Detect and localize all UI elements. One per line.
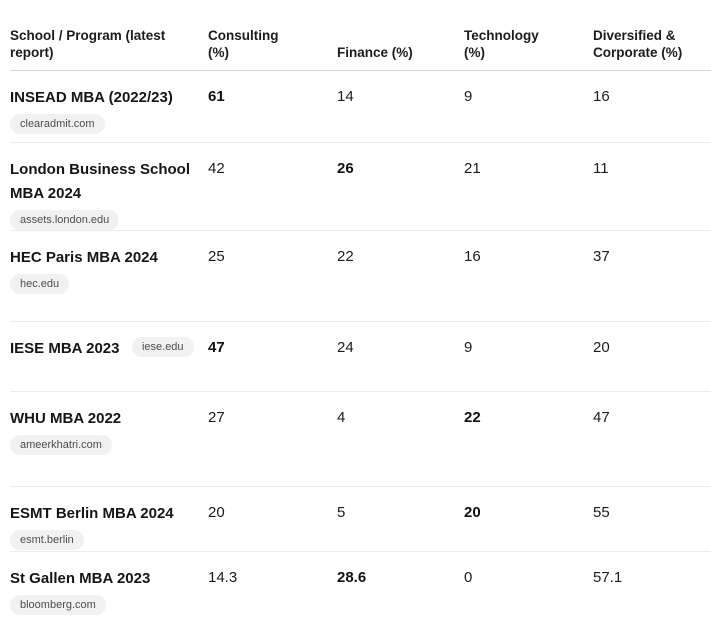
column-header-finance: Finance (%): [337, 45, 464, 62]
table-row: WHU MBA 2022 ameerkhatri.com ameerkhatri…: [10, 392, 711, 487]
source-link-badge[interactable]: assets.london.edu: [10, 210, 120, 230]
consulting-value: 14.3: [208, 569, 238, 586]
finance-value: 4: [337, 409, 346, 426]
diversified-value: 11: [593, 160, 609, 177]
consulting-value: 47: [208, 339, 225, 356]
diversified-value: 55: [593, 504, 610, 521]
table-row: HEC Paris MBA 2024 hec.edu hec.edu 25 22…: [10, 231, 711, 322]
consulting-value: 42: [208, 160, 225, 177]
finance-value: 24: [337, 339, 354, 356]
source-link-badge[interactable]: iese.edu: [131, 336, 194, 357]
school-cell: ESMT Berlin MBA 2024 esmt.berlin esmt.be…: [10, 487, 208, 550]
table-row: INSEAD MBA (2022/23) clearadmit.com clea…: [10, 71, 711, 143]
finance-value: 28.6: [337, 569, 367, 586]
column-header-school: School / Program (latest report): [10, 28, 208, 61]
column-header-label: School / Program (latest report): [10, 28, 166, 60]
school-name: HEC Paris MBA 2024: [10, 249, 158, 266]
table-row: ESMT Berlin MBA 2024 esmt.berlin esmt.be…: [10, 487, 711, 552]
source-link-badge[interactable]: hec.edu: [10, 274, 70, 294]
source-link-badge[interactable]: esmt.berlin: [10, 530, 84, 550]
consulting-value: 61: [208, 88, 225, 105]
column-header-label: Finance (%): [337, 44, 413, 60]
school-cell: WHU MBA 2022 ameerkhatri.com ameerkhatri…: [10, 392, 208, 455]
finance-value: 14: [337, 88, 354, 105]
column-header-label: Diversified & Corporate (%): [593, 28, 683, 60]
source-link-badge[interactable]: clearadmit.com: [10, 114, 105, 134]
technology-value: 0: [464, 569, 473, 586]
school-name: St Gallen MBA 2023: [10, 570, 151, 587]
column-header-label: Consulting (%): [208, 28, 279, 60]
technology-value: 22: [464, 409, 481, 426]
school-name: INSEAD MBA (2022/23): [10, 89, 173, 106]
consulting-value: 20: [208, 504, 225, 521]
school-name: IESE MBA 2023: [10, 340, 120, 357]
finance-value: 26: [337, 160, 354, 177]
school-cell: IESE MBA 2023 iese.edu iese.edu: [10, 322, 208, 361]
consulting-value: 25: [208, 248, 225, 265]
table-row: London Business School MBA 2024 assets.l…: [10, 143, 711, 231]
source-link-badge[interactable]: bloomberg.com: [10, 595, 106, 615]
column-header-consulting: Consulting (%): [208, 28, 337, 61]
column-header-label: Technology (%): [464, 28, 539, 60]
diversified-value: 16: [593, 88, 610, 105]
column-header-diversified: Diversified & Corporate (%): [593, 28, 711, 61]
school-cell: INSEAD MBA (2022/23) clearadmit.com clea…: [10, 71, 208, 134]
table-row: IESE MBA 2023 iese.edu iese.edu 47 24 9 …: [10, 322, 711, 392]
technology-value: 20: [464, 504, 481, 521]
finance-value: 5: [337, 504, 346, 521]
school-name: WHU MBA 2022: [10, 410, 122, 427]
school-cell: London Business School MBA 2024 assets.l…: [10, 143, 208, 230]
school-name: London Business School MBA 2024: [10, 161, 191, 202]
diversified-value: 47: [593, 409, 610, 426]
mba-sector-table: School / Program (latest report) Consult…: [10, 0, 711, 625]
source-link-badge[interactable]: ameerkhatri.com: [10, 435, 112, 455]
technology-value: 9: [464, 88, 473, 105]
school-cell: St Gallen MBA 2023 bloomberg.com bloombe…: [10, 552, 208, 615]
finance-value: 22: [337, 248, 354, 265]
diversified-value: 20: [593, 339, 610, 356]
table-header-row: School / Program (latest report) Consult…: [10, 0, 711, 71]
column-header-technology: Technology (%): [464, 28, 593, 61]
diversified-value: 37: [593, 248, 610, 265]
table-body: INSEAD MBA (2022/23) clearadmit.com clea…: [10, 71, 711, 625]
technology-value: 16: [464, 248, 481, 265]
technology-value: 9: [464, 339, 473, 356]
consulting-value: 27: [208, 409, 225, 426]
school-cell: HEC Paris MBA 2024 hec.edu hec.edu: [10, 231, 208, 294]
technology-value: 21: [464, 160, 481, 177]
school-name: ESMT Berlin MBA 2024: [10, 505, 174, 522]
table-row: St Gallen MBA 2023 bloomberg.com bloombe…: [10, 552, 711, 625]
diversified-value: 57.1: [593, 569, 623, 586]
